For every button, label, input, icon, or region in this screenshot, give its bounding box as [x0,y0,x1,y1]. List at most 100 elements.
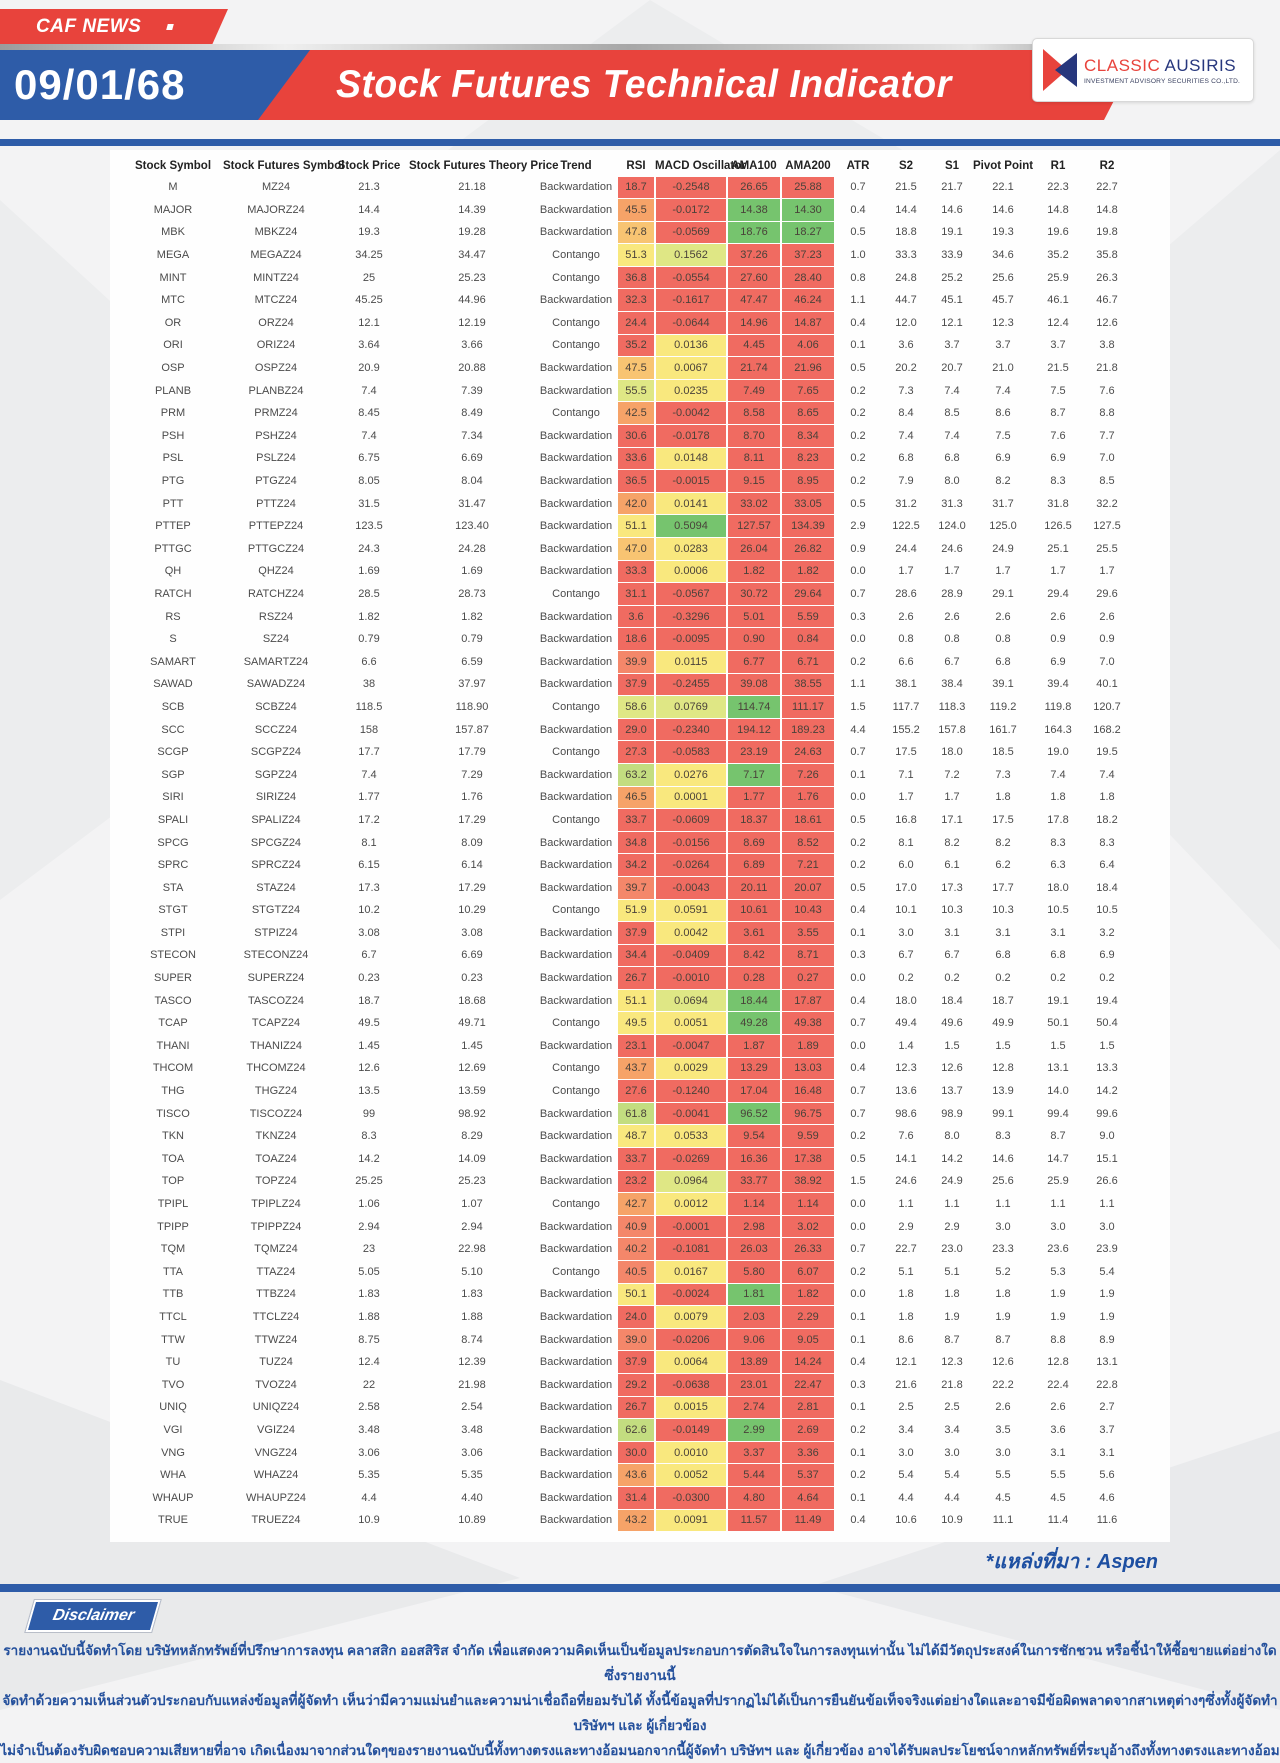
table-cell: 24.63 [781,741,835,763]
table-cell: 0.1 [850,926,866,939]
table-cell: 1.82 [781,560,835,583]
table-cell: 18.7 [358,994,380,1007]
table-cell: Backwardation [539,1333,613,1346]
table-cell: 13.03 [781,1057,835,1080]
table-cell: 0.4 [850,316,866,329]
column-header: Stock Futures Theory Price [409,159,559,172]
table-cell: 10.3 [992,904,1014,917]
table-row: SAWAD SAWADZ24 38 37.97 Backwardation 37.9 -0.… [123,673,1131,696]
table-cell: 8.8 [1050,1333,1066,1346]
table-cell: 6.0 [898,859,914,872]
signal-cell: 18.6 [618,628,654,650]
table-cell: 7.4 [898,429,914,442]
table-cell: 0.0 [850,791,866,804]
signal-cell: 9.59 [782,1125,834,1148]
signal-cell: 10.43 [782,899,834,922]
table-cell: MBK [161,226,185,239]
table-row: THANI THANIZ24 1.45 1.45 Backwardation 23.1 -0… [123,1035,1131,1058]
table-cell: 24.4 [617,312,655,334]
table-cell: 8.75 [358,1333,380,1346]
table-cell: 5.1 [944,1265,960,1278]
table-cell: 134.39 [781,515,835,537]
table-cell: 0.1 [850,1491,866,1504]
table-cell: 6.75 [358,452,380,465]
table-cell: 1.8 [995,1288,1011,1301]
signal-cell: 23.01 [728,1373,780,1396]
table-cell: 8.0 [944,475,960,488]
table-cell: 119.2 [989,700,1017,713]
table-cell: Backwardation [539,565,613,578]
table-cell: 7.4 [944,384,960,397]
signal-cell: 2.81 [782,1396,834,1419]
table-cell: 1.1 [944,1198,960,1211]
table-cell: 7.4 [361,384,377,397]
table-cell: M [168,181,178,194]
column-header: RSI [626,159,646,172]
table-cell: 19.4 [1096,994,1118,1007]
table-cell: 2.6 [995,1401,1011,1414]
caf-news-label: CAF NEWS [36,16,142,37]
table-cell: -0.0024 [655,1283,727,1306]
table-cell: 18.68 [458,994,486,1007]
table-cell: SCCZ24 [254,723,298,736]
table-cell: 10.1 [895,904,917,917]
table-cell: 6.2 [995,859,1011,872]
table-cell: 96.52 [727,1102,781,1125]
table-cell: 0.0276 [655,763,727,786]
signal-cell: 1.82 [782,560,834,583]
table-cell: 9.54 [727,1125,781,1148]
table-cell: SUPERZ24 [247,972,305,985]
table-cell: 0.0769 [655,696,727,718]
table-cell: 1.1 [1050,1198,1066,1211]
table-cell: PTTZ24 [256,497,296,510]
signal-cell: 0.0029 [656,1057,726,1080]
table-cell: 40.9 [617,1215,655,1238]
table-cell: 7.4 [361,429,377,442]
table-cell: -0.0554 [655,266,727,289]
table-cell: Contango [552,1017,600,1030]
table-cell: 0.8 [944,633,960,646]
table-cell: 17.29 [458,813,486,826]
table-cell: 0.0052 [655,1464,727,1486]
table-cell: 0.0 [850,1288,866,1301]
signal-cell: 1.14 [782,1193,834,1215]
table-cell: 17.0 [895,881,917,894]
table-cell: SCBZ24 [255,700,297,713]
table-cell: Contango [552,1265,600,1278]
table-cell: VNG [161,1446,185,1459]
table-cell: 2.99 [727,1419,781,1441]
table-cell: 21.0 [992,362,1014,375]
table-cell: 14.96 [727,312,781,334]
table-cell: 21.8 [1096,362,1118,375]
table-cell: Backwardation [539,1446,613,1459]
table-cell: TISCOZ24 [249,1107,303,1120]
table-cell: RSZ24 [258,610,294,623]
table-cell: 8.74 [461,1333,483,1346]
table-cell: 5.1 [898,1265,914,1278]
signal-cell: 45.5 [618,199,654,221]
table-cell: 1.77 [358,791,380,804]
table-cell: MTC [161,294,185,307]
table-row: SIRI SIRIZ24 1.77 1.76 Backwardation 46.5 0.00… [123,786,1131,809]
table-cell: 1.82 [781,1283,835,1306]
signal-cell: 39.9 [618,650,654,673]
table-cell: 6.7 [944,655,960,668]
table-cell: 39.08 [727,673,781,696]
table-row: PTT PTTZ24 31.5 31.47 Backwardation 42.0 0.014… [123,492,1131,515]
table-cell: 0.7 [850,746,866,759]
table-cell: SIRI [162,791,184,804]
signal-cell: 4.06 [782,334,834,357]
table-row: SPRC SPRCZ24 6.15 6.14 Backwardation 34.2 -0.0… [123,854,1131,877]
signal-cell: 7.26 [782,763,834,786]
table-cell: -0.0149 [655,1419,727,1441]
table-cell: 118.90 [455,700,489,713]
table-cell: 8.49 [461,407,483,420]
table-cell: 26.7 [617,1396,655,1419]
table-cell: 0.2 [850,407,866,420]
table-cell: 7.4 [361,768,377,781]
table-cell: 22.7 [895,1243,917,1256]
table-cell: 33.6 [617,447,655,470]
table-cell: 8.04 [461,475,483,488]
table-cell: 1.8 [1099,791,1115,804]
table-cell: -0.0178 [655,425,727,447]
